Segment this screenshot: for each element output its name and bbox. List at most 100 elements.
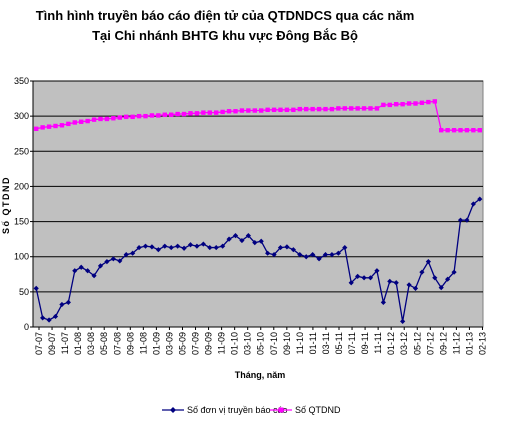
data-point-1 (361, 275, 367, 281)
x-tick-label: 09-12 (438, 332, 448, 355)
x-tick-label: 11-10 (295, 332, 305, 354)
data-point-2 (387, 102, 392, 108)
data-point-2 (162, 112, 167, 117)
data-point-1 (220, 243, 226, 249)
data-point-2 (175, 111, 180, 117)
data-point-2 (400, 101, 405, 107)
data-point-1 (258, 238, 264, 244)
data-point-2 (143, 113, 148, 119)
series-line-1 (35, 198, 481, 322)
data-point-1 (380, 299, 386, 305)
y-tick-label: 0 (24, 322, 29, 332)
x-tick-label: 11-11 (373, 332, 383, 354)
data-point-2 (79, 119, 84, 124)
data-point-2 (297, 106, 302, 112)
data-point-1 (117, 258, 123, 264)
data-point-1 (142, 243, 149, 249)
legend-marker-1 (170, 407, 176, 413)
y-tick-label: 350 (14, 76, 29, 86)
data-point-1 (290, 247, 296, 253)
data-point-1 (91, 273, 97, 279)
x-tick-label: 09-07 (47, 332, 57, 355)
data-point-1 (149, 244, 155, 250)
y-tick-label: 300 (14, 111, 29, 121)
data-point-1 (85, 268, 91, 274)
data-point-1 (33, 285, 39, 291)
data-point-2 (201, 110, 206, 115)
y-tick-label: 100 (14, 252, 29, 262)
plot-area (32, 80, 484, 328)
data-point-2 (169, 112, 174, 117)
data-point-2 (239, 108, 245, 113)
data-point-2 (458, 128, 463, 133)
x-tick-label: 01-10 (230, 332, 240, 355)
data-point-2 (111, 116, 116, 121)
x-tick-label: 05-08 (99, 332, 109, 355)
data-point-1 (432, 275, 438, 281)
data-point-1 (284, 244, 290, 250)
data-point-2 (85, 118, 90, 124)
legend-label-2: Số QTDND (295, 405, 341, 415)
data-point-1 (97, 263, 104, 269)
x-tick-label: 01-11 (308, 332, 318, 354)
data-point-2 (53, 123, 58, 129)
x-tick-label: 05-09 (177, 332, 187, 355)
data-point-1 (412, 285, 419, 291)
data-point-2 (40, 125, 45, 130)
data-point-2 (336, 106, 341, 111)
x-tick-label: 07-09 (191, 332, 201, 355)
data-point-1 (65, 299, 71, 305)
data-point-1 (355, 273, 361, 279)
x-tick-label: 01-08 (73, 332, 83, 355)
data-point-2 (361, 106, 367, 111)
data-point-2 (181, 111, 187, 117)
x-tick-label: 01-12 (386, 332, 396, 355)
data-point-2 (284, 107, 290, 113)
x-tick-label: 11-08 (138, 332, 148, 354)
data-point-1 (123, 252, 129, 258)
data-point-2 (252, 108, 257, 113)
data-point-1 (46, 317, 52, 323)
data-point-2 (130, 114, 135, 120)
x-tick-label: 09-08 (125, 332, 135, 355)
data-point-2 (451, 128, 457, 133)
data-point-2 (259, 108, 264, 113)
y-tick-label: 250 (14, 146, 29, 156)
data-point-2 (406, 101, 412, 106)
data-point-2 (214, 110, 219, 115)
x-tick-label: 07-12 (425, 332, 435, 355)
data-point-1 (239, 237, 245, 244)
x-tick-label: 03-11 (321, 332, 331, 354)
x-axis-title: Tháng, năm (235, 370, 286, 380)
data-point-1 (438, 285, 444, 291)
x-tick-label: 07-08 (112, 332, 122, 355)
x-tick-label: 05-10 (256, 332, 266, 355)
y-tick-label: 50 (19, 287, 29, 297)
data-point-1 (194, 243, 200, 249)
data-point-1 (445, 276, 451, 282)
data-point-2 (413, 101, 418, 106)
x-tick-label: 03-10 (243, 332, 253, 355)
data-point-1 (316, 256, 322, 262)
data-point-2 (329, 106, 335, 112)
chart-subtitle: Tại Chi nhánh BHTG khu vực Đông Bắc Bộ (92, 28, 358, 43)
data-point-1 (52, 313, 59, 320)
data-point-2 (104, 116, 110, 122)
data-point-2 (432, 99, 437, 104)
data-point-1 (387, 278, 393, 284)
data-point-1 (104, 259, 110, 265)
data-point-2 (316, 106, 322, 112)
data-point-1 (393, 280, 399, 286)
data-point-1 (419, 269, 425, 275)
data-point-1 (406, 282, 412, 288)
data-point-1 (59, 301, 65, 308)
data-point-2 (381, 102, 386, 108)
data-point-1 (162, 243, 168, 249)
legend-label-1: Số đơn vị truyền báo cáo (187, 405, 287, 415)
y-axis: 0 50 100 150 200 250 300 350 (14, 76, 33, 332)
data-point-1 (252, 240, 258, 246)
data-point-1 (200, 241, 206, 247)
data-point-2 (34, 126, 39, 131)
data-point-1 (136, 244, 142, 251)
